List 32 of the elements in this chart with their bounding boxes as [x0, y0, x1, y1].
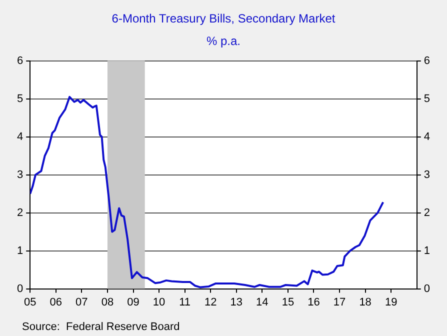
x-tick-label: 12 [204, 296, 217, 308]
x-tick-label: 06 [50, 296, 62, 308]
x-tick-label: 13 [230, 296, 243, 308]
y2-tick-label: 2 [424, 206, 430, 219]
x-tick-label: 05 [24, 296, 36, 308]
y-tick-label: 0 [16, 282, 24, 295]
x-tick-label: 16 [308, 296, 320, 308]
y-tick-label: 3 [16, 168, 24, 181]
y-tick-label: 2 [16, 206, 24, 219]
y2-tick-label: 1 [424, 244, 430, 257]
x-tick-label: 17 [333, 296, 346, 308]
x-tick-label: 08 [101, 296, 114, 308]
x-tick-label: 10 [152, 296, 166, 308]
x-tick-label: 11 [179, 296, 191, 308]
y2-tick-label: 3 [424, 168, 430, 181]
y-tick-label: 4 [16, 130, 24, 143]
y-tick-label: 5 [16, 92, 24, 105]
x-tick-label: 14 [256, 296, 268, 308]
x-tick-label: 09 [127, 296, 140, 308]
source-note: Source: Federal Reserve Board [22, 321, 180, 333]
x-tick-label: 19 [384, 296, 398, 308]
y-tick-label: 6 [16, 54, 24, 67]
chart-subtitle: % p.a. [206, 34, 241, 48]
y2-tick-label: 4 [424, 130, 430, 143]
chart-title: 6-Month Treasury Bills, Secondary Market [112, 12, 336, 26]
y2-tick-label: 0 [424, 282, 430, 295]
x-tick-label: 07 [76, 296, 88, 308]
y-tick-label: 1 [16, 244, 24, 257]
x-tick-label: 15 [282, 296, 294, 308]
y2-tick-label: 5 [424, 92, 430, 105]
x-tick-label: 18 [359, 296, 372, 308]
y2-tick-label: 6 [424, 54, 430, 67]
